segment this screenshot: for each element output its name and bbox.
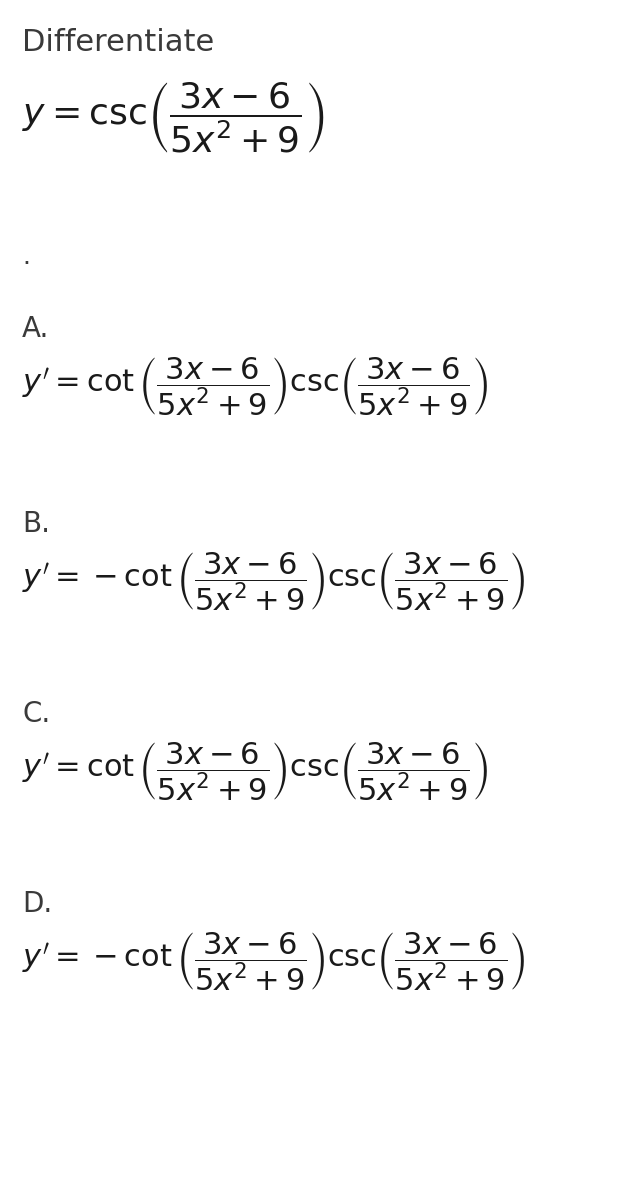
Text: B.: B. (22, 510, 50, 538)
Text: $y' = \cot\left(\dfrac{3x-6}{5x^2+9}\right)\mathrm{csc}\left(\dfrac{3x-6}{5x^2+9: $y' = \cot\left(\dfrac{3x-6}{5x^2+9}\rig… (22, 740, 488, 803)
Text: A.: A. (22, 314, 49, 343)
Text: $y' = \cot\left(\dfrac{3x-6}{5x^2+9}\right)\mathrm{csc}\left(\dfrac{3x-6}{5x^2+9: $y' = \cot\left(\dfrac{3x-6}{5x^2+9}\rig… (22, 355, 488, 418)
Text: $y' = -\cot\left(\dfrac{3x-6}{5x^2+9}\right)\mathrm{csc}\left(\dfrac{3x-6}{5x^2+: $y' = -\cot\left(\dfrac{3x-6}{5x^2+9}\ri… (22, 550, 526, 613)
Text: $y = \mathrm{csc}\left(\dfrac{3x-6}{5x^2+9}\right)$: $y = \mathrm{csc}\left(\dfrac{3x-6}{5x^2… (22, 80, 325, 155)
Text: D.: D. (22, 890, 52, 918)
Text: C.: C. (22, 700, 50, 728)
Text: $y' = -\cot\left(\dfrac{3x-6}{5x^2+9}\right)\mathrm{csc}\left(\dfrac{3x-6}{5x^2+: $y' = -\cot\left(\dfrac{3x-6}{5x^2+9}\ri… (22, 930, 526, 992)
Text: .: . (22, 245, 30, 269)
Text: Differentiate: Differentiate (22, 28, 214, 56)
